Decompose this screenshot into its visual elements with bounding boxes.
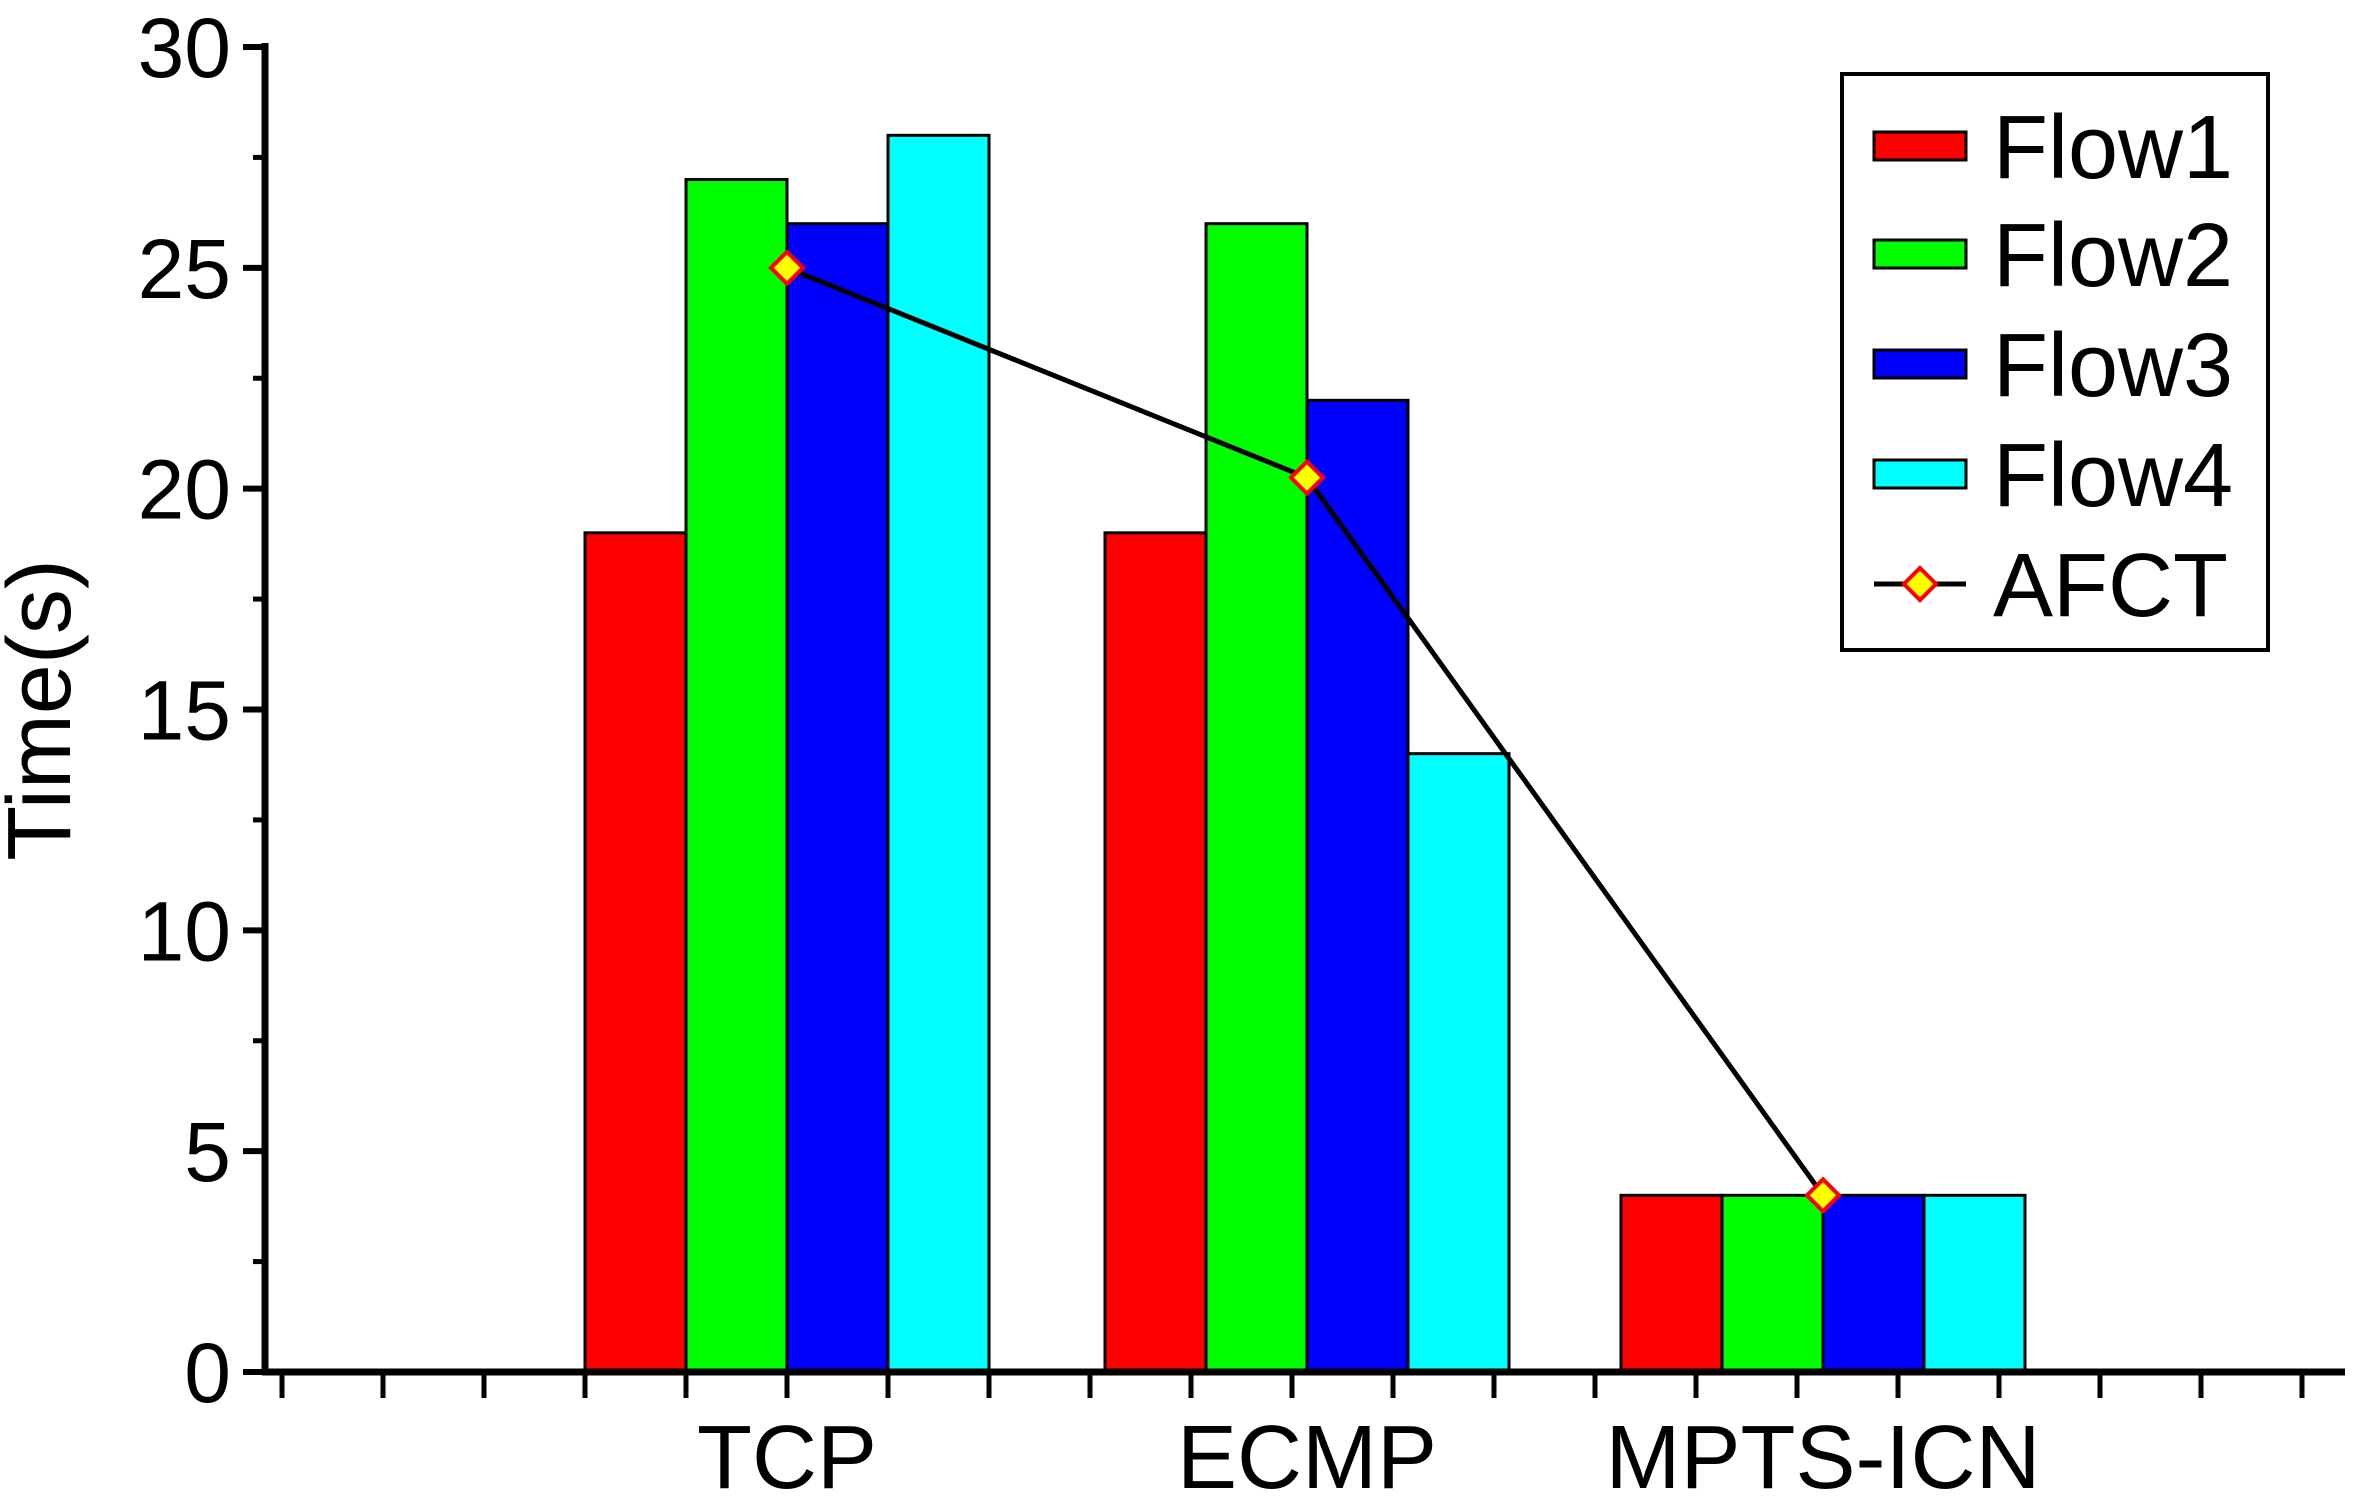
x-tick-label: ECMP <box>1177 1408 1437 1508</box>
y-tick-label: 15 <box>138 664 231 758</box>
legend-swatch-flow2 <box>1872 238 1968 270</box>
y-tick-label: 5 <box>184 1105 231 1199</box>
bar-flow2-ecmp <box>1204 222 1309 1374</box>
x-tick-label: TCP <box>697 1408 877 1508</box>
x-tick-label: MPTS-ICN <box>1606 1408 2041 1508</box>
afct-point-mpts-icn <box>1804 1176 1842 1215</box>
bar-flow3-mpts-icn <box>1821 1193 1926 1374</box>
legend-swatch-flow3 <box>1872 348 1968 380</box>
bar-flow4-tcp <box>886 133 991 1374</box>
bar-flow2-mpts-icn <box>1720 1193 1825 1374</box>
bar-flow3-tcp <box>785 222 890 1374</box>
bar-flow4-mpts-icn <box>1922 1193 2027 1374</box>
legend-label-flow3: Flow3 <box>1993 316 2233 416</box>
bar-flow2-tcp <box>684 178 789 1374</box>
legend-swatch-flow1 <box>1872 130 1968 162</box>
x-axis: TCP ECMP MPTS-ICN <box>279 1372 2305 1508</box>
y-tick-label: 10 <box>138 884 231 978</box>
bar-flow1-mpts-icn <box>1619 1193 1724 1374</box>
afct-point-ecmp <box>1288 458 1326 497</box>
legend-label-flow1: Flow1 <box>1993 98 2233 198</box>
y-tick-label: 0 <box>184 1326 231 1420</box>
legend-marker-afct <box>1901 565 1939 603</box>
legend-swatch-flow4 <box>1872 458 1968 490</box>
legend-label-flow4: Flow4 <box>1993 426 2233 526</box>
y-tick-label: 30 <box>138 1 231 95</box>
axis-lines <box>261 43 2345 1376</box>
y-tick-label: 20 <box>138 443 231 537</box>
bars <box>583 133 2027 1374</box>
bar-flow3-ecmp <box>1305 398 1410 1374</box>
y-tick-label: 25 <box>138 222 231 316</box>
legend-label-flow2: Flow2 <box>1993 206 2233 306</box>
bar-flow1-ecmp <box>1103 531 1208 1374</box>
bar-flow1-tcp <box>583 531 688 1374</box>
legend-label-afct: AFCT <box>1993 536 2228 636</box>
afct-point-tcp <box>768 249 806 287</box>
bar-flow4-ecmp <box>1406 752 1511 1374</box>
afct-line-series <box>768 249 1842 1215</box>
y-axis-label: Time(s) <box>0 559 90 861</box>
y-axis: 0 5 10 15 20 25 30 <box>138 1 265 1420</box>
